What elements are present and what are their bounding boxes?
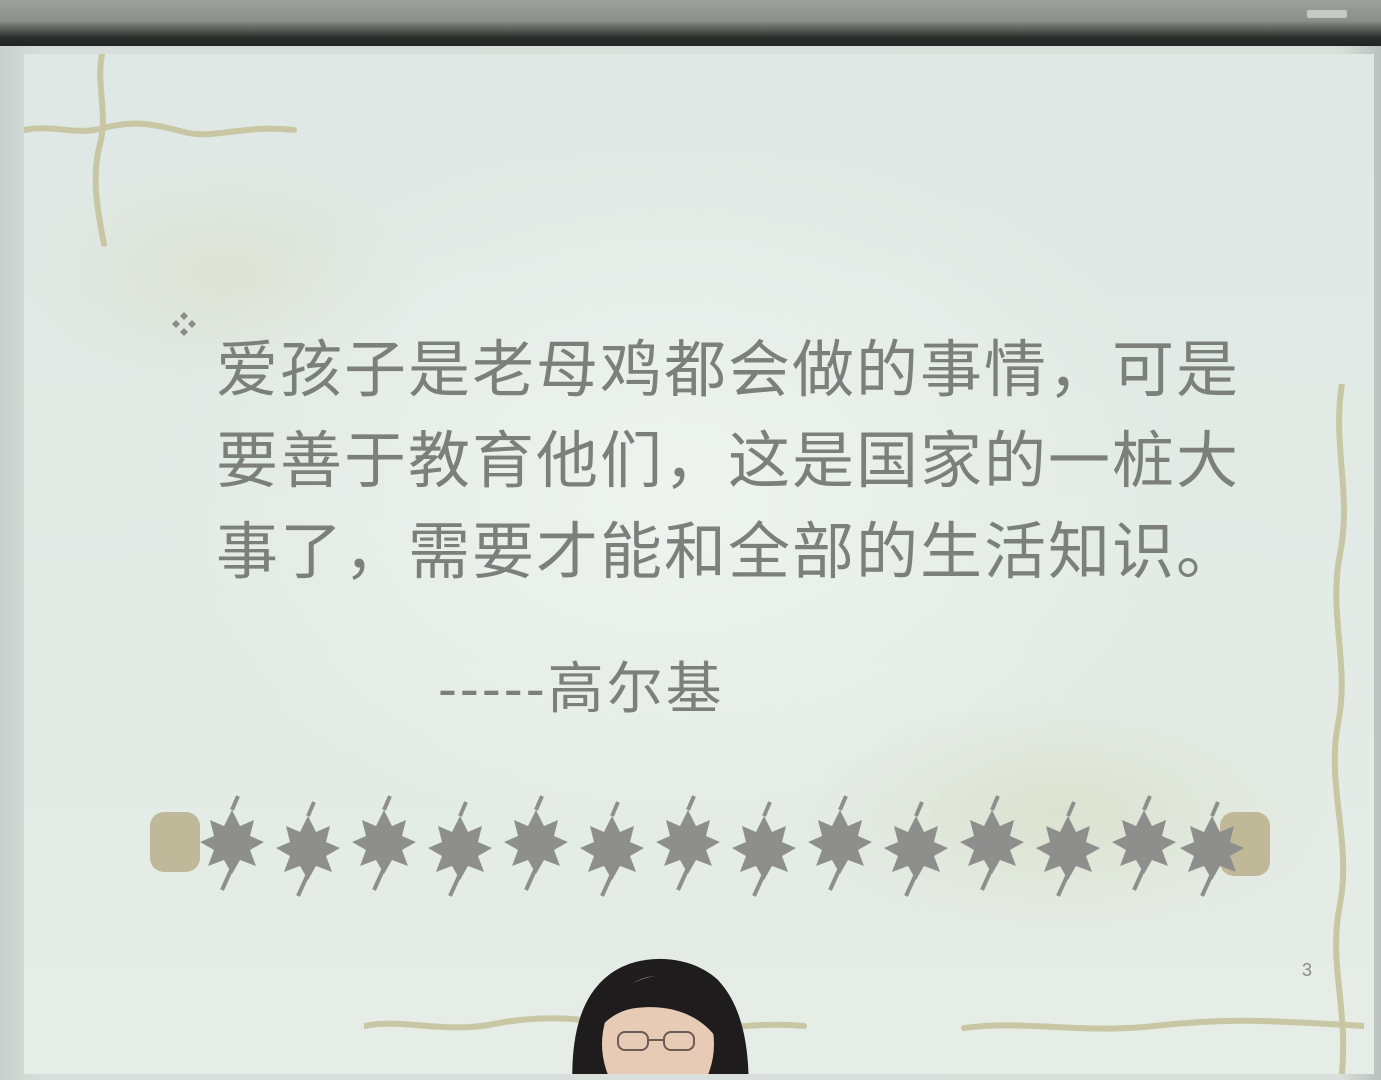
maple-leaf-icon — [1034, 800, 1102, 898]
maple-leaf-icon — [198, 794, 266, 892]
leaf-border — [150, 794, 1270, 898]
wall-above-screen — [0, 0, 1381, 52]
vine-decoration-bottom — [364, 1015, 1364, 1035]
maple-leaf-icon — [578, 800, 646, 898]
wall-sticker — [1307, 10, 1347, 18]
presenter — [572, 959, 749, 1074]
maple-leaf-icon — [882, 800, 950, 898]
maple-leaf-icon — [426, 800, 494, 898]
four-diamond-bullet-icon — [172, 312, 196, 336]
quote-attribution: -----高尔基 — [438, 657, 725, 722]
slide: 爱孩子是老母鸡都会做的事情，可是要善于教育他们，这是国家的一桩大事了，需要才能和… — [24, 54, 1374, 1074]
maple-leaf-icon — [730, 800, 798, 898]
quote-text: 爱孩子是老母鸡都会做的事情，可是要善于教育他们，这是国家的一桩大事了，需要才能和… — [216, 333, 1241, 588]
maple-leaf-icon — [958, 794, 1026, 892]
maple-leaf-icon — [502, 794, 570, 892]
maple-leaf-icon — [350, 794, 418, 892]
slide-page-number: 3 — [1302, 960, 1313, 980]
vine-decoration-right — [1331, 384, 1347, 1074]
maple-leaf-icon — [654, 794, 722, 892]
vine-decoration-top-left — [24, 54, 297, 247]
maple-leaf-icon — [806, 794, 874, 892]
maple-leaf-icon — [1110, 794, 1178, 892]
maple-leaf-icon — [274, 800, 342, 898]
